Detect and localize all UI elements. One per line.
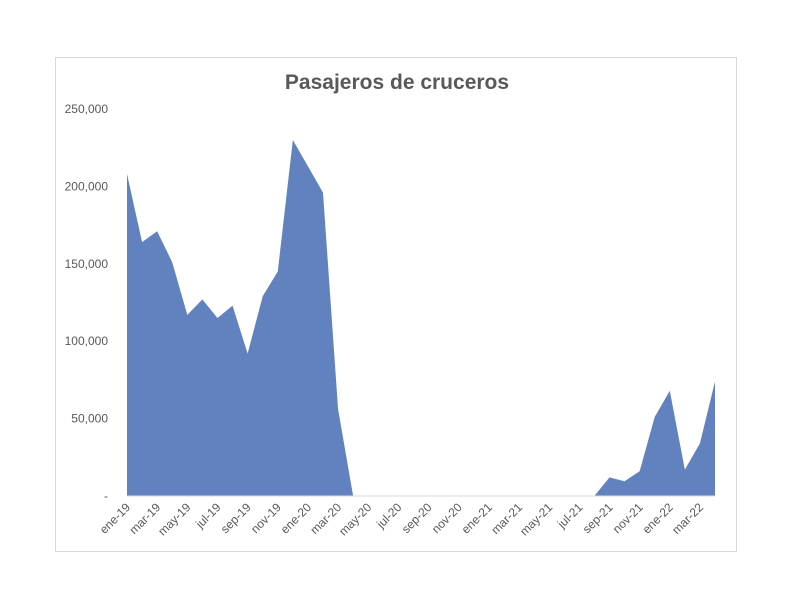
y-tick-label: - [104,489,108,503]
y-tick-label: 150,000 [65,257,109,271]
x-tick-label: sep-19 [218,500,254,536]
chart-title: Pasajeros de cruceros [285,71,509,94]
x-tick-label: nov-20 [429,500,465,536]
x-tick-label: may-21 [517,500,555,538]
x-tick-label: sep-21 [580,500,616,536]
y-tick-label: 50,000 [71,412,108,426]
x-tick-label: nov-21 [610,500,646,536]
x-tick-label: mar-22 [669,500,706,537]
x-tick-label: sep-20 [399,500,435,536]
y-tick-label: 200,000 [65,179,109,193]
y-axis: - 50,000 100,000 150,000 200,000 250,000 [65,102,109,503]
chart-area: Pasajeros de cruceros - 50,000 100,000 150,… [55,57,737,552]
x-tick-label: may-19 [155,500,193,538]
y-tick-label: 250,000 [65,102,109,116]
x-tick-label: ene-21 [459,500,496,537]
x-tick-label: ene-19 [97,500,134,537]
y-tick-label: 100,000 [65,334,109,348]
x-tick-label: ene-20 [278,500,315,537]
x-tick-label: ene-22 [640,500,677,537]
x-tick-label: nov-19 [248,500,284,536]
series-area [127,139,715,496]
chart-svg: Pasajeros de cruceros - 50,000 100,000 150,… [65,71,715,538]
plot-area [127,139,715,497]
x-tick-label: may-20 [336,500,374,538]
